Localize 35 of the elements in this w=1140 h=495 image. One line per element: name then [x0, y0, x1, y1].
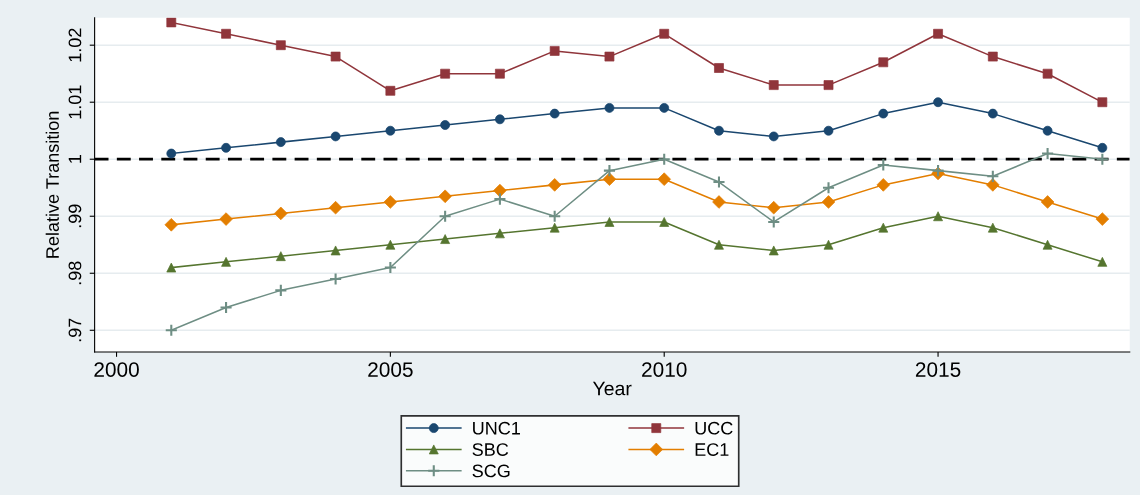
point — [602, 164, 617, 178]
legend-label: SCG — [472, 464, 510, 478]
point — [1095, 152, 1109, 166]
point — [767, 215, 781, 229]
point — [274, 283, 288, 297]
point — [328, 200, 343, 215]
x-tick-label: 2000 — [94, 362, 139, 377]
x-axis-title: Year — [592, 381, 632, 396]
point — [493, 192, 507, 206]
y-tick-label: 1.01 — [68, 85, 82, 119]
y-tick-label: 1 — [68, 155, 82, 163]
point — [383, 260, 397, 275]
legend-label: SBC — [472, 443, 509, 456]
x-tick-label: 2010 — [642, 362, 687, 377]
y-tick-label: .97 — [68, 318, 82, 342]
point — [821, 181, 836, 195]
y-tick-label: .99 — [68, 204, 82, 228]
point — [219, 300, 233, 315]
point — [548, 209, 562, 223]
point — [876, 158, 890, 172]
y-axis-title: Relative Transition — [45, 111, 59, 258]
point — [986, 169, 1000, 183]
legend-label: UNC1 — [473, 421, 520, 435]
point — [657, 152, 671, 166]
point — [329, 272, 343, 286]
y-tick-label: .98 — [68, 261, 82, 285]
x-tick-label: 2005 — [368, 362, 413, 377]
x-tick-label: 2015 — [915, 362, 961, 377]
point — [438, 209, 452, 223]
y-tick-label: 1.02 — [68, 28, 82, 62]
legend-label: EC1 — [695, 443, 729, 456]
point — [712, 175, 726, 189]
point — [1040, 146, 1055, 161]
point — [164, 323, 178, 337]
legend-label: UCC — [695, 421, 733, 435]
